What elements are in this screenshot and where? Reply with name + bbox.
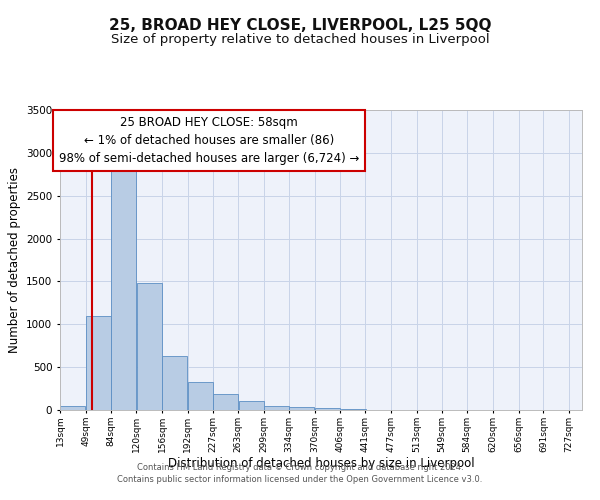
- X-axis label: Distribution of detached houses by size in Liverpool: Distribution of detached houses by size …: [167, 458, 475, 470]
- Bar: [188, 382, 213, 410]
- Bar: [264, 406, 289, 410]
- Text: Contains HM Land Registry data © Crown copyright and database right 2024.: Contains HM Land Registry data © Crown c…: [137, 464, 463, 472]
- Y-axis label: Number of detached properties: Number of detached properties: [8, 167, 20, 353]
- Bar: [213, 394, 238, 410]
- Bar: [239, 402, 263, 410]
- Text: 25, BROAD HEY CLOSE, LIVERPOOL, L25 5QQ: 25, BROAD HEY CLOSE, LIVERPOOL, L25 5QQ: [109, 18, 491, 32]
- Bar: [315, 408, 340, 410]
- Bar: [341, 409, 365, 410]
- Bar: [162, 356, 187, 410]
- Bar: [137, 283, 161, 410]
- Bar: [86, 316, 111, 410]
- Bar: [111, 164, 136, 410]
- Bar: [60, 406, 85, 410]
- Text: 25 BROAD HEY CLOSE: 58sqm
← 1% of detached houses are smaller (86)
98% of semi-d: 25 BROAD HEY CLOSE: 58sqm ← 1% of detach…: [59, 116, 359, 165]
- Text: Contains public sector information licensed under the Open Government Licence v3: Contains public sector information licen…: [118, 475, 482, 484]
- Bar: [289, 408, 314, 410]
- Text: Size of property relative to detached houses in Liverpool: Size of property relative to detached ho…: [110, 32, 490, 46]
